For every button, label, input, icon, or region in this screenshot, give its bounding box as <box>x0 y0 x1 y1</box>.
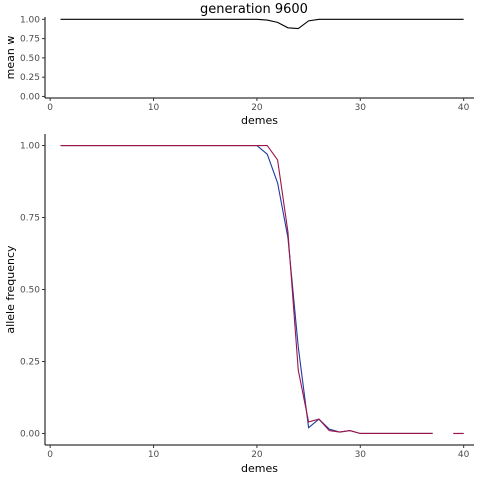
y-tick-label: 0.00 <box>20 92 40 102</box>
x-axis-title: demes <box>241 462 278 475</box>
x-tick-label: 0 <box>47 450 53 460</box>
y-axis-title: allele frequency <box>4 245 17 334</box>
x-tick-label: 10 <box>148 450 160 460</box>
x-tick-label: 30 <box>355 103 367 113</box>
x-tick-label: 30 <box>355 450 367 460</box>
mean-w-panel: 0 10 20 30 40 0.00 0.25 0.50 0.75 1.00 demes mean w <box>4 15 474 127</box>
y-tick-label: 0.25 <box>20 357 40 367</box>
y-tick-label: 0.50 <box>20 54 40 64</box>
allele-frequency-panel: 0 10 20 30 40 0.00 0.25 0.50 0.75 1.00 demes allele… <box>4 134 474 475</box>
y-tick-label: 0.75 <box>20 35 40 45</box>
series-line-0 <box>60 18 464 30</box>
plot-title: generation 9600 <box>200 2 308 17</box>
y-tick-label: 0.00 <box>20 429 40 439</box>
x-axis-title: demes <box>241 114 278 127</box>
x-tick-label: 0 <box>47 103 53 113</box>
y-tick-label: 0.75 <box>20 214 40 224</box>
x-tick-label: 40 <box>458 103 470 113</box>
y-tick-label: 1.00 <box>20 142 40 152</box>
x-tick-label: 20 <box>251 103 263 113</box>
x-tick-label: 10 <box>148 103 160 113</box>
y-tick-label: 0.50 <box>20 286 40 296</box>
x-tick-label: 40 <box>458 450 470 460</box>
y-axis-title: mean w <box>4 36 17 80</box>
series-line-1 <box>60 144 433 435</box>
y-tick-label: 1.00 <box>20 15 40 25</box>
x-tick-label: 20 <box>251 450 263 460</box>
y-tick-label: 0.25 <box>20 73 40 83</box>
series-line-0 <box>60 144 433 435</box>
